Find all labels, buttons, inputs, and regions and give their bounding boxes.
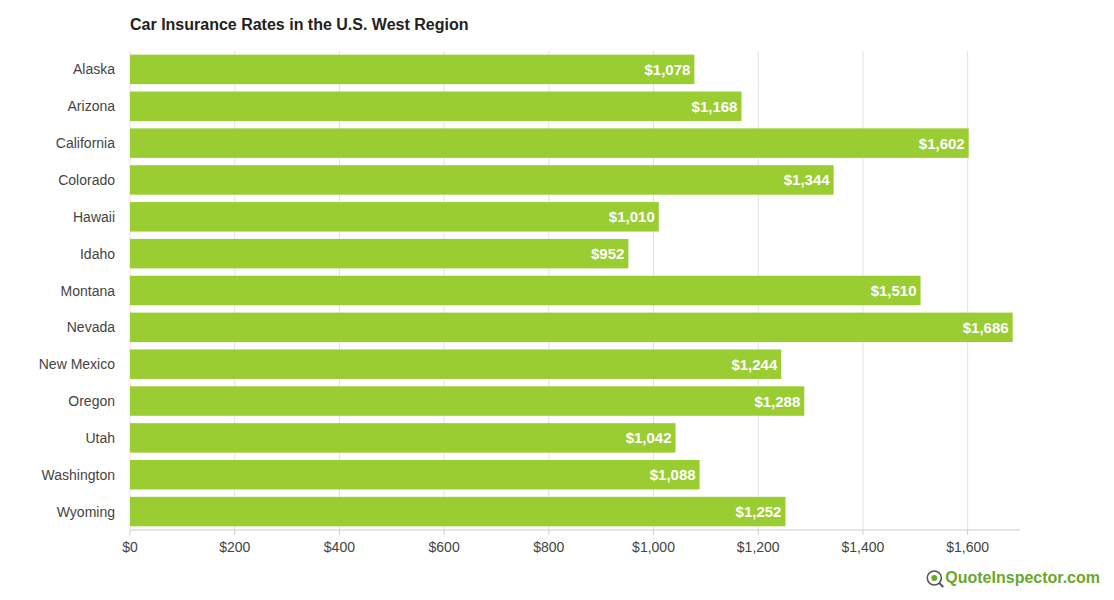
category-label: Wyoming (57, 504, 115, 520)
bar (130, 313, 1013, 342)
data-label: $1,042 (626, 429, 672, 446)
tick-label: $1,200 (737, 539, 780, 555)
data-label: $952 (591, 245, 624, 262)
tick-label: $800 (533, 539, 564, 555)
data-label: $1,288 (754, 393, 800, 410)
category-label: Montana (61, 283, 116, 299)
annotation: QuoteInspector.com (945, 569, 1100, 586)
category-label: California (56, 135, 115, 151)
data-label: $1,344 (784, 171, 831, 188)
category-label: Washington (42, 467, 115, 483)
x-axis-line (130, 530, 1020, 531)
tick-label: $1,600 (946, 539, 989, 555)
bar (130, 497, 785, 526)
logo-icon (939, 583, 943, 587)
tick-label: $400 (324, 539, 355, 555)
category-label: Colorado (58, 172, 115, 188)
data-label: $1,252 (736, 503, 782, 520)
chart-svg: Car Insurance Rates in the U.S. West Reg… (0, 0, 1114, 600)
tick-mark (130, 530, 131, 535)
bar (130, 92, 741, 121)
tick-mark (653, 530, 654, 535)
grid-line (967, 51, 968, 530)
data-label: $1,168 (692, 98, 738, 115)
data-label: $1,078 (644, 61, 690, 78)
bar (130, 386, 804, 415)
tick-mark (548, 530, 549, 535)
data-label: $1,602 (919, 135, 965, 152)
tick-label: $1,000 (632, 539, 675, 555)
tick-mark (234, 530, 235, 535)
category-label: Hawaii (73, 209, 115, 225)
bar (130, 460, 700, 489)
bar (130, 128, 969, 157)
tick-mark (967, 530, 968, 535)
bar (130, 349, 781, 378)
bar (130, 165, 834, 194)
category-label: Nevada (67, 319, 115, 335)
category-label: Alaska (73, 61, 115, 77)
bars (130, 55, 1013, 527)
category-label: New Mexico (39, 356, 115, 372)
tick-label: $600 (429, 539, 460, 555)
data-label: $1,686 (963, 319, 1009, 336)
logo-icon (931, 575, 937, 581)
data-label: $1,010 (609, 208, 655, 225)
tick-label: $200 (219, 539, 250, 555)
chart-container: Car Insurance Rates in the U.S. West Reg… (0, 0, 1114, 600)
tick-label: $1,400 (842, 539, 885, 555)
data-label: $1,244 (731, 356, 778, 373)
labels: Alaska $1,078 Arizona $1,168 California $1,60… (39, 61, 1009, 520)
logo-icon (927, 571, 941, 585)
data-label: $1,088 (650, 466, 696, 483)
tick-label: $0 (122, 539, 138, 555)
category-label: Oregon (68, 393, 115, 409)
tick-mark (862, 530, 863, 535)
grid (130, 51, 968, 530)
tick-mark (444, 530, 445, 535)
chart-title: Car Insurance Rates in the U.S. West Reg… (130, 16, 468, 33)
bar (130, 423, 676, 452)
data-label: $1,510 (871, 282, 917, 299)
category-label: Utah (85, 430, 115, 446)
bar (130, 239, 628, 268)
category-label: Idaho (80, 246, 115, 262)
bar (130, 202, 659, 231)
tick-mark (758, 530, 759, 535)
category-label: Arizona (68, 98, 116, 114)
tick-mark (339, 530, 340, 535)
bar (130, 276, 921, 305)
bar (130, 55, 694, 84)
